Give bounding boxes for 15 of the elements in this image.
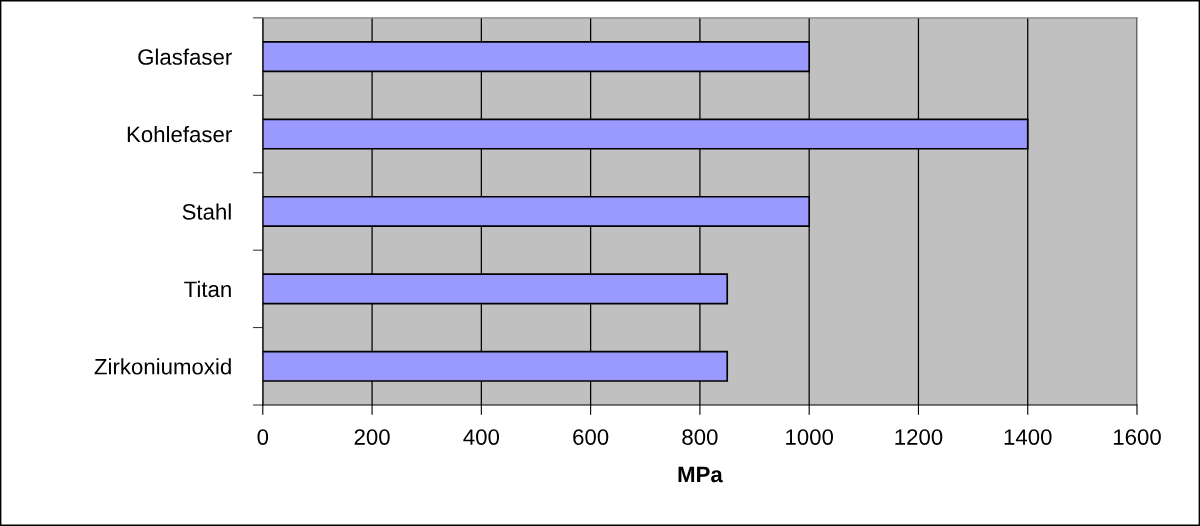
x-axis-title: MPa xyxy=(678,466,723,483)
y-tick-label: Stahl xyxy=(182,203,231,220)
x-tick-label: 600 xyxy=(573,429,609,445)
x-tick-label: 1000 xyxy=(786,429,834,445)
x-tick-label: 400 xyxy=(463,429,500,445)
x-tick-label: 0 xyxy=(257,429,269,445)
x-tick-label: 800 xyxy=(682,429,718,445)
y-tick-label: Zirkoniumoxid xyxy=(94,358,231,375)
x-tick-label: 200 xyxy=(354,429,390,445)
x-tick-label: 1200 xyxy=(895,429,943,445)
y-tick-label: Kohlefaser xyxy=(127,125,232,143)
y-tick-label: Glasfaser xyxy=(138,48,232,65)
x-tick-label: 1600 xyxy=(1113,429,1161,445)
x-tick-label: 1400 xyxy=(1004,429,1052,445)
y-tick-label: Titan xyxy=(184,280,231,298)
